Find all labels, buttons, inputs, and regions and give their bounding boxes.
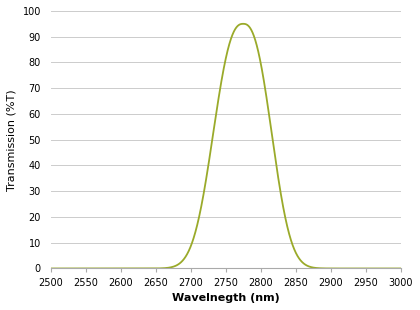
X-axis label: Wavelnegth (nm): Wavelnegth (nm) [172, 293, 280, 303]
Y-axis label: Transmission (%T): Transmission (%T) [7, 89, 17, 191]
